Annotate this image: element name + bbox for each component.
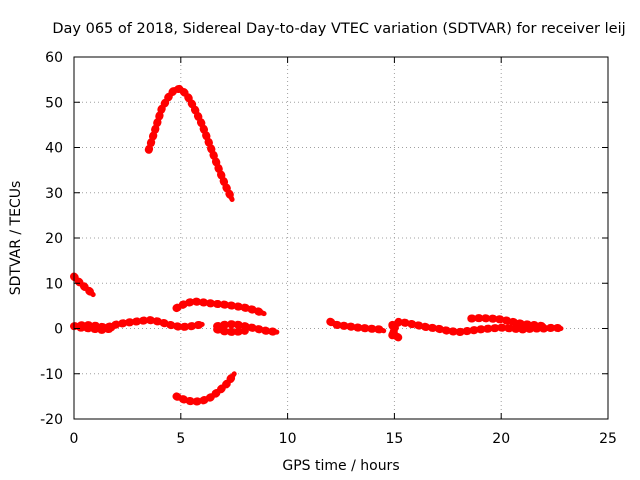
x-tick-label: 20 [492,431,510,447]
y-tick-label: -20 [40,412,63,428]
series-markers-arc-1 [70,272,98,299]
x-tick-label: 0 [70,431,79,447]
x-tick-label: 15 [385,431,403,447]
series-markers-arc-8 [172,369,239,406]
y-tick-label: 60 [45,50,63,66]
y-axis-label: SDTVAR / TECUs [8,181,24,296]
y-tick-label: 30 [45,186,63,202]
series-markers-arc-3 [76,323,117,334]
y-tick-label: 20 [45,231,63,247]
y-tick-label: 40 [45,141,63,157]
y-tick-label: -10 [40,367,63,383]
series-markers-arc-9 [326,317,388,335]
series-markers-arc-5 [172,297,269,318]
grid-lines [74,57,608,419]
data-series [70,84,565,406]
axis-ticks: 0 5 10 15 20 25 -20 -10 0 10 20 30 40 50 60 [40,50,617,447]
series-markers-arc-11 [388,320,403,342]
y-tick-label: 0 [54,322,63,338]
y-tick-label: 10 [45,276,63,292]
chart-title: Day 065 of 2018, Sidereal Day-to-day VTE… [52,21,625,37]
series-markers-arc-4 [144,84,237,204]
series-markers-arc-6 [213,320,281,337]
x-tick-label: 25 [599,431,617,447]
x-tick-label: 5 [176,431,185,447]
x-axis-label: GPS time / hours [282,458,399,474]
x-tick-label: 10 [279,431,297,447]
series-markers-arc-12 [467,314,548,331]
series-markers-arc-7 [213,325,249,337]
y-tick-label: 50 [45,95,63,111]
